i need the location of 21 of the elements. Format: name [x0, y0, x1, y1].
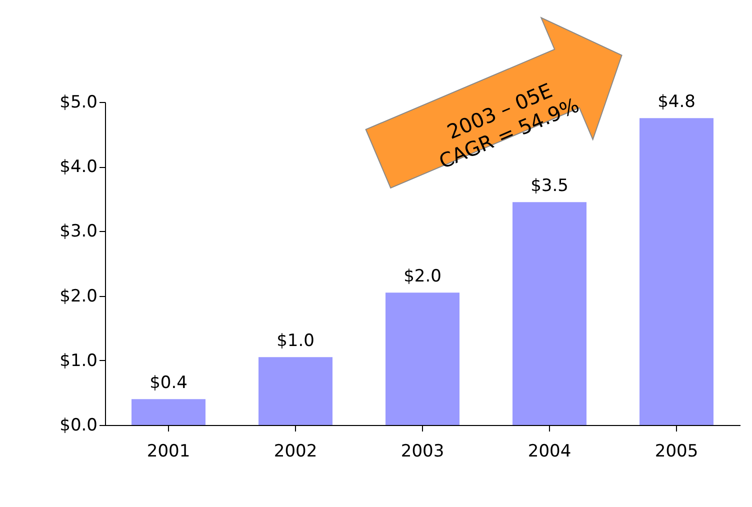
data-label: $3.5	[530, 176, 568, 196]
y-tick-label: $1.0	[60, 350, 98, 371]
x-tick-label: 2005	[654, 442, 698, 462]
bar	[386, 292, 460, 425]
x-tick-label: 2002	[274, 442, 318, 462]
data-label: $0.4	[150, 373, 188, 394]
data-label: $2.0	[404, 266, 442, 287]
y-tick-label: $3.0	[60, 222, 98, 242]
data-label: $4.8	[658, 92, 696, 112]
y-tick-label: $2.0	[60, 286, 98, 306]
data-label: $1.0	[276, 331, 314, 352]
bar	[132, 399, 206, 425]
x-tick-label: 2004	[528, 442, 572, 462]
bar	[640, 118, 714, 425]
y-tick-label: $4.0	[60, 157, 98, 178]
x-tick-label: 2003	[400, 442, 444, 462]
y-tick-label: $5.0	[60, 92, 98, 112]
x-tick-label: 2001	[146, 442, 190, 462]
bar	[512, 202, 586, 425]
bar	[258, 357, 332, 425]
y-tick-label: $0.0	[60, 416, 98, 436]
